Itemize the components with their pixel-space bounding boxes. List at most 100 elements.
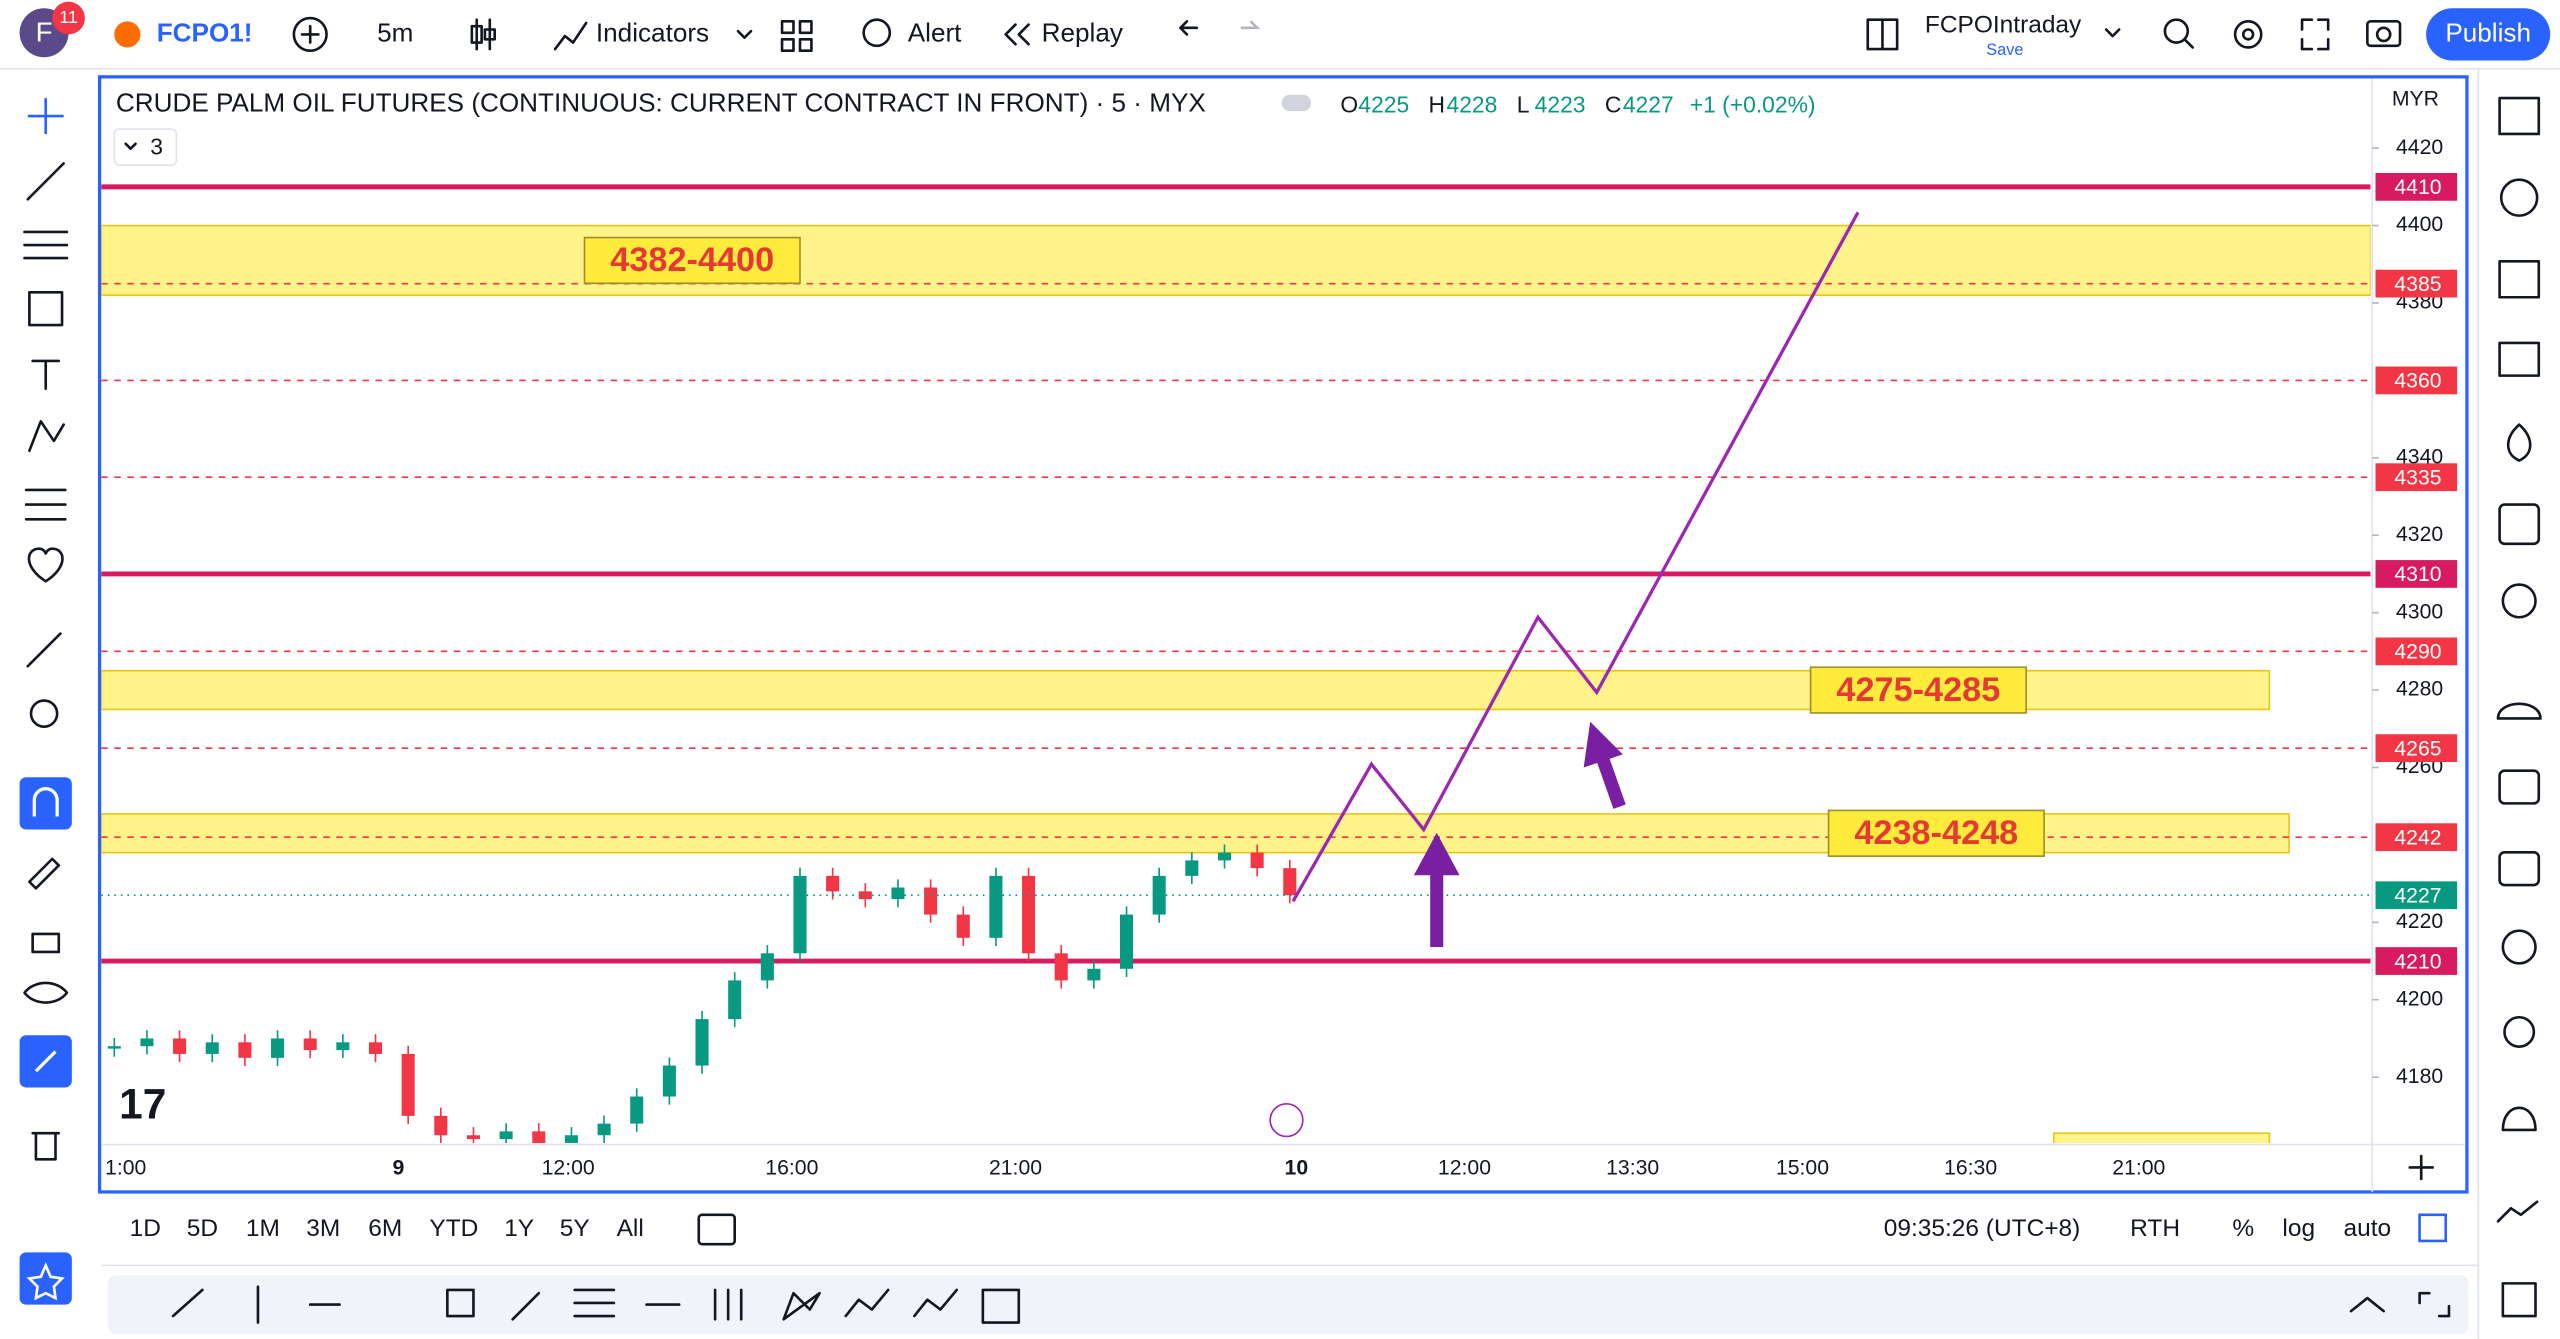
right-sidebar xyxy=(2477,68,2542,1339)
icon-shape xyxy=(19,1252,72,1305)
icon-shape xyxy=(2104,28,2121,38)
avatar[interactable]: F xyxy=(36,17,53,48)
indicator-toggle[interactable] xyxy=(113,128,178,166)
level-label: 4290 xyxy=(2394,641,2441,664)
icon-shape xyxy=(2506,423,2532,462)
icon-shape xyxy=(26,1262,65,1301)
x-tick-label: 13:30 xyxy=(1606,1157,1659,1180)
icon-shape xyxy=(736,29,753,39)
level-label: 4385 xyxy=(2394,273,2441,296)
candle-body xyxy=(956,914,970,938)
icon-shape xyxy=(2498,769,2541,805)
y-tick-label: 4220 xyxy=(2396,910,2443,933)
icon-shape xyxy=(2426,8,2551,61)
ohlc-change: +1 (+0.02%) xyxy=(1690,91,1816,117)
candle-body xyxy=(532,1131,546,1143)
indicator-count: 3 xyxy=(150,134,163,160)
icon-shape xyxy=(2503,1015,2536,1048)
icon-shape xyxy=(31,1131,61,1161)
axis-settings[interactable] xyxy=(2408,1154,2434,1181)
candle-body xyxy=(662,1065,676,1097)
icon-shape xyxy=(2349,1291,2451,1318)
icon-shape xyxy=(26,162,65,201)
candle-body xyxy=(728,980,742,1020)
ohlc-value: 4228 xyxy=(1447,91,1498,117)
level-label: 4360 xyxy=(2394,370,2441,393)
interval[interactable]: 5m xyxy=(377,17,413,47)
auto-button[interactable]: auto xyxy=(2344,1215,2392,1242)
candle-body xyxy=(1185,860,1199,876)
level-label: 4210 xyxy=(2394,950,2441,973)
alert-button[interactable]: Alert xyxy=(908,17,962,47)
icon-shape xyxy=(2498,851,2541,887)
replay-button[interactable]: Replay xyxy=(1042,17,1123,47)
indicators-button[interactable]: Indicators xyxy=(596,17,709,47)
icon-shape xyxy=(2498,341,2541,377)
range-button[interactable]: 3M xyxy=(306,1215,340,1242)
ohlc-key: O xyxy=(1340,91,1358,117)
candle-body xyxy=(173,1038,187,1054)
x-tick-label: 16:30 xyxy=(1944,1157,1997,1180)
range-button[interactable]: 1D xyxy=(130,1215,161,1242)
currency[interactable]: MYR xyxy=(2392,87,2439,110)
save-label[interactable]: Save xyxy=(1986,41,2023,59)
symbol[interactable]: FCPO1! xyxy=(157,17,253,47)
icon-shape xyxy=(1413,832,1460,876)
candle-body xyxy=(434,1115,448,1136)
range-button[interactable]: 5D xyxy=(187,1215,218,1242)
zone-label: 4238-4248 xyxy=(1854,814,2018,852)
icon-shape xyxy=(19,777,72,830)
candle-body xyxy=(1022,875,1036,954)
candle-body xyxy=(303,1038,317,1051)
percent-button[interactable]: % xyxy=(2232,1215,2254,1242)
session-button[interactable]: RTH xyxy=(2130,1215,2180,1242)
icon-shape xyxy=(28,420,65,453)
icon-shape xyxy=(2418,1213,2448,1243)
publish-button[interactable]: Publish xyxy=(2445,17,2531,47)
ohlc-key: L xyxy=(1517,91,1530,117)
level-label-bg xyxy=(2375,172,2458,201)
candle-body xyxy=(499,1131,513,1140)
candle-body xyxy=(368,1042,383,1054)
icon-shape xyxy=(2499,178,2539,217)
icon-shape xyxy=(107,1275,2469,1334)
icon-shape xyxy=(2501,1106,2537,1132)
log-button[interactable]: log xyxy=(2282,1215,2315,1242)
layout-name[interactable]: FCPOIntraday xyxy=(1925,12,2082,39)
range-button[interactable]: 6M xyxy=(368,1215,402,1242)
y-tick-label: 4400 xyxy=(2396,213,2443,236)
zone-label: 4382-4400 xyxy=(610,241,774,279)
candle-body xyxy=(466,1135,480,1140)
range-button[interactable]: 1Y xyxy=(504,1215,534,1242)
candle-body xyxy=(140,1038,154,1047)
range-button[interactable]: All xyxy=(617,1215,644,1242)
range-button[interactable]: 5Y xyxy=(560,1215,590,1242)
candle-body xyxy=(597,1123,611,1136)
level-label-bg xyxy=(2375,823,2458,852)
x-tick-label: 15:00 xyxy=(1776,1157,1829,1180)
ohlc-value: 4223 xyxy=(1535,91,1586,117)
candle-body xyxy=(826,875,840,892)
range-button[interactable]: YTD xyxy=(429,1215,478,1242)
x-tick-label: 21:00 xyxy=(2112,1157,2165,1180)
range-button[interactable]: 1M xyxy=(246,1215,280,1242)
icon-shape xyxy=(52,1,85,35)
event-marker[interactable] xyxy=(1269,1102,1304,1138)
collapse-button[interactable] xyxy=(1281,94,1312,112)
x-tick-label: 16:00 xyxy=(765,1157,818,1180)
ohlc-legend: O 4225 H 4228 L 4223 C 4227 +1 (+0.02%) xyxy=(1340,91,1815,117)
icon-shape xyxy=(2233,20,2263,49)
icon-shape xyxy=(862,18,892,48)
y-tick-label: 4300 xyxy=(2396,600,2443,623)
candle-body xyxy=(630,1096,644,1124)
icon-shape xyxy=(2501,583,2537,619)
icon-shape xyxy=(2496,1200,2539,1223)
overlay: 4420440043804340432043004280426042204200… xyxy=(105,136,2458,1180)
chart-frame xyxy=(97,75,2469,1194)
top-bar: F 11 FCPO1! 5m Indicators Alert Replay F… xyxy=(0,1,2560,70)
icon-shape xyxy=(2498,503,2541,546)
level-label-bg xyxy=(2375,269,2458,298)
candle-body xyxy=(891,887,905,900)
